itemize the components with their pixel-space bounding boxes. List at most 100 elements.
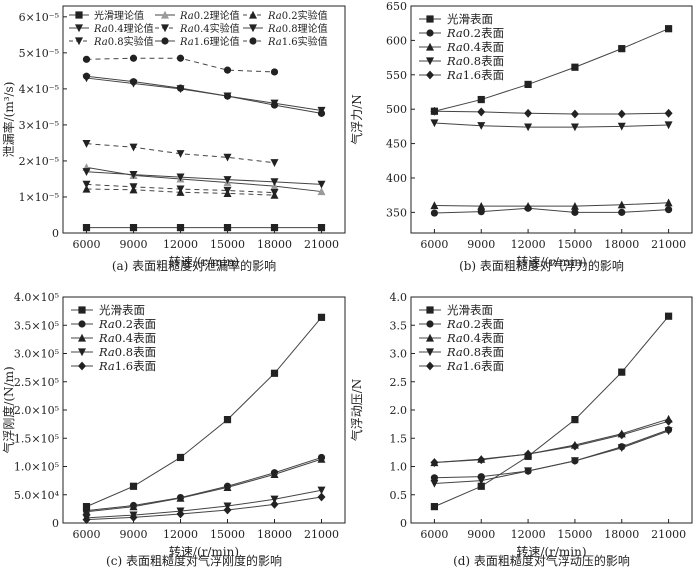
legend-marker (426, 348, 434, 357)
y-tick-label: 350 (386, 206, 407, 219)
data-point (477, 477, 486, 485)
data-point (223, 223, 232, 232)
data-point (570, 109, 579, 119)
x-tick-label: 9000 (120, 238, 148, 251)
legend-label: Ra0.8表面 (98, 345, 156, 359)
data-point (176, 150, 185, 158)
legend-label: 光滑理论值 (94, 9, 144, 22)
y-axis-label: 气浮力/N (349, 94, 364, 145)
y-tick-label: 550 (386, 69, 407, 82)
data-point (129, 482, 138, 490)
legend-marker (78, 306, 86, 314)
y-tick-label: 4.0×10⁵ (14, 291, 59, 304)
data-point (524, 123, 533, 132)
series-4 (82, 492, 326, 525)
series-4 (430, 416, 673, 467)
data-point (129, 143, 138, 152)
legend-label: Ra0.4表面 (446, 40, 504, 54)
data-point (223, 416, 232, 424)
x-tick-label: 9000 (120, 528, 148, 541)
data-point (270, 189, 279, 197)
legend-label: Ra1.6理论值 (179, 35, 240, 48)
series-line (86, 77, 322, 111)
data-point (176, 509, 185, 519)
x-tick-label: 21000 (304, 238, 339, 251)
data-point (430, 479, 439, 488)
y-tick-label: 2.0×10⁵ (14, 404, 59, 417)
data-point (430, 474, 439, 482)
series-line (434, 110, 669, 115)
data-point (82, 168, 91, 176)
legend-label: Ra0.4实验值 (179, 22, 240, 35)
x-tick-label: 6000 (73, 238, 101, 251)
data-point (664, 198, 673, 207)
data-point (270, 68, 279, 76)
data-point (82, 55, 91, 63)
data-point (82, 184, 91, 193)
legend-label: Ra0.8表面 (446, 54, 504, 68)
data-point (317, 486, 326, 495)
x-tick-label: 15000 (210, 528, 245, 541)
legend-label: Ra0.4表面 (446, 331, 504, 345)
data-point (430, 458, 439, 467)
data-point (664, 108, 673, 118)
data-point (176, 493, 185, 502)
x-tick-label: 21000 (651, 238, 686, 251)
data-point (129, 54, 138, 62)
legend-label: Ra0.4理论值 (93, 22, 154, 35)
data-point (176, 84, 185, 92)
series-line (434, 122, 669, 128)
data-point (129, 512, 138, 522)
legend-label: Ra0.2表面 (98, 317, 156, 331)
data-point (223, 505, 232, 515)
y-axis-label: 泄漏率/(m³/s) (1, 82, 16, 158)
legend-label: 光滑表面 (447, 12, 493, 26)
y-tick-label: 5×10⁻⁵ (19, 47, 59, 60)
data-point (129, 223, 138, 232)
series-line (434, 429, 669, 479)
y-tick-label: 3.0×10⁵ (14, 348, 59, 361)
data-point (129, 502, 138, 511)
x-tick-label: 6000 (420, 238, 448, 251)
data-point (570, 201, 579, 210)
data-point (270, 495, 279, 504)
y-tick-label: 5.0×10⁴ (14, 489, 60, 502)
x-tick-label: 15000 (210, 238, 245, 251)
series-2 (430, 414, 673, 467)
y-tick-label: 3.0 (390, 348, 408, 361)
chart-panel-c: 0 5.0×10⁴ 1.0×10⁵ 1.5×10⁵ 2.0×10⁵ 2.5×10⁵ 3.0×… (1, 291, 346, 568)
data-point (477, 95, 485, 104)
data-point (571, 208, 579, 216)
data-point (82, 140, 91, 148)
series-2 (430, 198, 673, 210)
y-tick-label: 1.0×10⁵ (14, 461, 59, 474)
data-point (129, 183, 138, 192)
data-point (176, 453, 185, 462)
data-point (617, 444, 626, 453)
chart-panel-d: 0 0.5 1.0 1.5 2.0 2.5 3.0 3.5 4.0 6000 9000 12000 15… (349, 291, 693, 568)
series-line (434, 315, 669, 508)
data-point (617, 200, 626, 209)
data-point (129, 171, 138, 179)
data-point (317, 313, 326, 321)
data-point (82, 515, 91, 525)
data-point (270, 499, 279, 509)
legend-label: Ra0.8理论值 (267, 22, 328, 35)
data-point (664, 25, 673, 33)
chart-panel-b: 350 400 450 500 550 600 650 6000 9000 12000 15000 1… (349, 0, 693, 273)
legend-marker (75, 24, 83, 33)
series-1 (430, 426, 673, 482)
data-point (477, 455, 486, 465)
legend-marker (426, 70, 434, 80)
data-point (618, 208, 626, 216)
data-point (477, 201, 486, 210)
data-point (664, 312, 673, 320)
legend-label: Ra0.2表面 (446, 26, 504, 40)
data-point (82, 72, 91, 80)
series-6 (82, 140, 279, 167)
data-point (524, 80, 532, 89)
data-point (524, 201, 533, 210)
legend-marker (78, 320, 86, 328)
series-line (434, 418, 669, 464)
panel-caption: (a) 表面粗糙度对泄漏率的影响 (112, 258, 276, 273)
